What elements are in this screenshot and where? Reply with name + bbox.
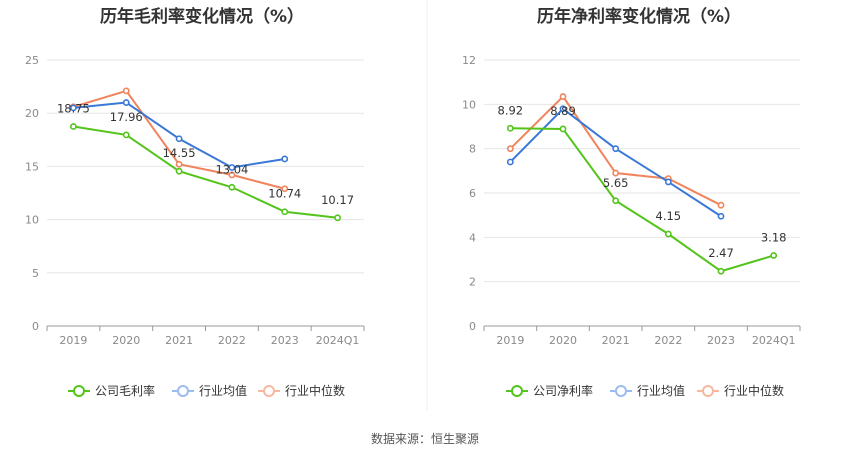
x-tick-label: 2020 <box>549 334 577 347</box>
x-tick-label: 2021 <box>165 334 193 347</box>
legend-item[interactable]: 行业中位数 <box>258 383 345 398</box>
data-point[interactable] <box>122 87 130 95</box>
legend-label: 公司毛利率 <box>95 383 155 398</box>
data-label: 13.04 <box>215 162 248 176</box>
data-label: 18.75 <box>57 102 90 116</box>
data-point[interactable] <box>334 214 341 222</box>
data-point[interactable] <box>717 267 725 275</box>
data-point[interactable] <box>70 123 77 130</box>
y-tick-label: 2 <box>469 276 476 289</box>
x-tick-label: 2019 <box>59 334 87 347</box>
x-tick-label: 2020 <box>112 334 140 347</box>
legend-marker-icon <box>263 385 275 397</box>
data-label: 4.15 <box>656 209 682 223</box>
data-point[interactable] <box>717 201 725 209</box>
x-tick-label: 2023 <box>271 334 299 347</box>
data-point[interactable] <box>717 212 725 220</box>
data-label: 3.18 <box>761 231 787 245</box>
y-tick-label: 20 <box>25 107 39 120</box>
data-point[interactable] <box>281 208 289 216</box>
gross-margin-chart: 历年毛利率变化情况（%） 0 5 10 15 20 25 2019 2020 2021 2022 20… <box>25 6 365 398</box>
data-point[interactable] <box>770 252 778 259</box>
data-point[interactable] <box>664 178 672 186</box>
legend-item[interactable]: 行业均值 <box>610 383 685 398</box>
data-point[interactable] <box>228 164 236 171</box>
legend-item[interactable]: 公司毛利率 <box>68 383 155 398</box>
data-label: 10.74 <box>268 187 301 201</box>
data-label: 17.96 <box>110 110 143 124</box>
y-tick-label: 10 <box>25 214 39 227</box>
legend-label: 公司净利率 <box>533 383 593 398</box>
y-tick-label: 10 <box>462 98 476 111</box>
source-label: 数据来源：恒生聚源 <box>371 431 479 446</box>
legend-item[interactable]: 公司净利率 <box>506 383 593 398</box>
y-tick-label: 4 <box>469 231 476 244</box>
data-label: 10.17 <box>321 193 354 207</box>
y-tick-label: 25 <box>25 54 39 67</box>
x-tick-label: 2021 <box>602 334 630 347</box>
data-point[interactable] <box>175 135 183 143</box>
data-point[interactable] <box>559 105 567 113</box>
data-point[interactable] <box>664 230 672 238</box>
x-tick-label: 2024Q1 <box>316 334 360 347</box>
x-tick-label: 2022 <box>218 334 246 347</box>
net-margin-chart: 历年净利率变化情况（%） 0 2 4 6 8 10 12 2019 2020 2021 2022 202… <box>462 6 801 398</box>
data-point[interactable] <box>506 145 514 153</box>
y-tick-label: 12 <box>462 54 476 67</box>
y-tick-label: 6 <box>469 187 476 200</box>
data-point[interactable] <box>175 160 183 168</box>
series-line <box>73 125 338 219</box>
legend-marker-icon <box>511 385 523 397</box>
data-point[interactable] <box>175 167 183 175</box>
data-label: 8.89 <box>550 104 576 118</box>
x-tick-label: 2024Q1 <box>752 334 796 347</box>
x-tick-label: 2022 <box>654 334 682 347</box>
legend-item[interactable]: 行业均值 <box>172 383 247 398</box>
data-point[interactable] <box>559 125 567 133</box>
legend-marker-icon <box>177 385 189 397</box>
legend-label: 行业均值 <box>199 383 247 398</box>
y-tick-label: 0 <box>469 320 476 333</box>
data-point[interactable] <box>122 99 130 106</box>
data-point[interactable] <box>281 185 289 193</box>
data-point[interactable] <box>122 131 130 139</box>
legend-marker-icon <box>615 385 627 397</box>
chart-title: 历年毛利率变化情况（%） <box>100 6 304 27</box>
data-point[interactable] <box>612 145 620 153</box>
y-tick-label: 0 <box>32 320 39 333</box>
legend-marker-icon <box>702 385 714 397</box>
data-point[interactable] <box>506 158 514 166</box>
y-tick-label: 8 <box>469 143 476 156</box>
legend-label: 行业均值 <box>637 383 685 398</box>
data-point[interactable] <box>228 183 236 191</box>
data-label: 8.92 <box>498 103 524 117</box>
legend-label: 行业中位数 <box>724 383 784 398</box>
data-point[interactable] <box>70 104 77 112</box>
data-label: 14.55 <box>163 146 196 160</box>
y-tick-label: 5 <box>32 267 39 280</box>
series-line <box>510 127 774 273</box>
y-tick-label: 15 <box>25 160 39 173</box>
data-label: 2.47 <box>708 246 734 260</box>
data-point[interactable] <box>559 93 567 100</box>
x-tick-label: 2019 <box>496 334 524 347</box>
data-point[interactable] <box>612 169 620 177</box>
data-point[interactable] <box>612 197 620 205</box>
data-point[interactable] <box>228 171 236 179</box>
chart-title: 历年净利率变化情况（%） <box>537 6 741 27</box>
data-point[interactable] <box>281 155 289 163</box>
legend-label: 行业中位数 <box>285 383 345 398</box>
legend-item[interactable]: 行业中位数 <box>697 383 784 398</box>
data-label: 5.65 <box>603 176 629 190</box>
x-tick-label: 2023 <box>707 334 735 347</box>
data-point[interactable] <box>506 124 514 132</box>
legend-marker-icon <box>73 385 85 397</box>
